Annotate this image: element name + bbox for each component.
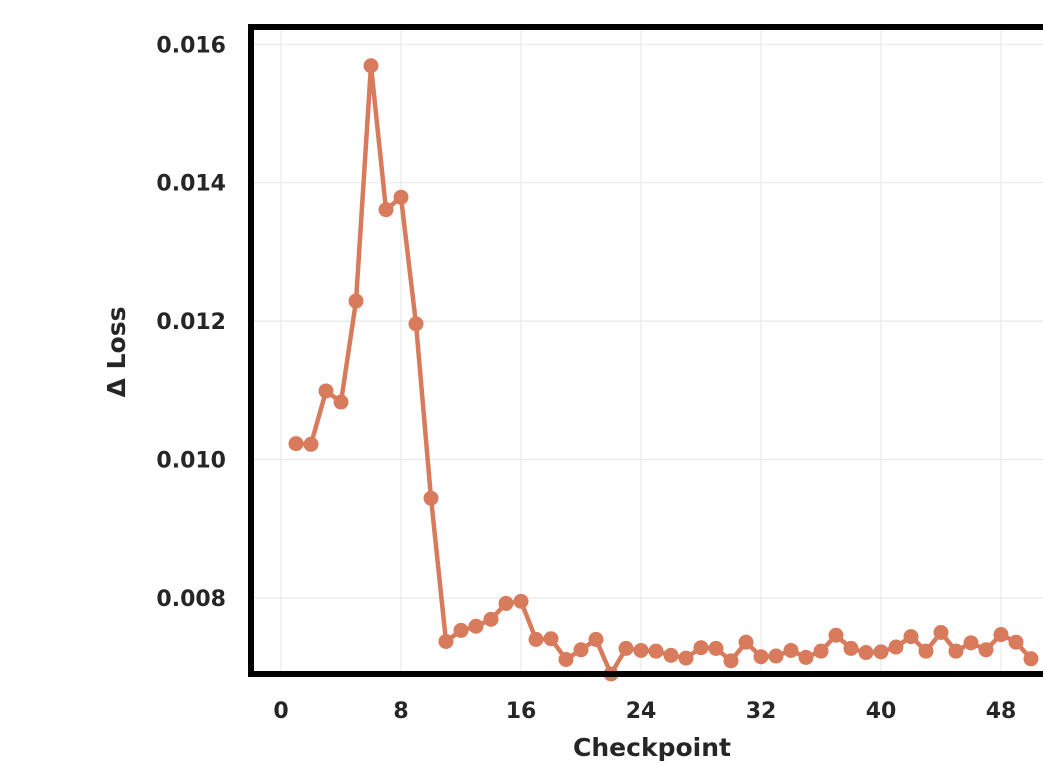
data-point — [768, 648, 784, 664]
data-point — [678, 650, 694, 666]
plot-frame — [248, 24, 1043, 677]
data-point — [393, 189, 409, 205]
data-point — [1008, 634, 1024, 650]
data-point — [363, 58, 379, 74]
data-point — [738, 634, 754, 650]
y-ticks: 0.008 0.010 0.012 0.014 0.016 — [156, 33, 226, 612]
y-tick-label: 0.012 — [156, 310, 226, 335]
y-tick-label: 0.008 — [156, 587, 226, 612]
series-layer — [288, 58, 1039, 682]
data-point — [333, 394, 349, 410]
data-point — [708, 640, 724, 656]
x-tick-label: 8 — [393, 699, 408, 724]
data-point — [903, 629, 919, 645]
x-tick-label: 32 — [746, 699, 777, 724]
data-point — [303, 436, 319, 452]
data-point — [963, 635, 979, 651]
data-point — [588, 631, 604, 647]
data-point — [408, 316, 424, 332]
data-point — [993, 627, 1009, 643]
x-tick-label: 0 — [273, 699, 288, 724]
data-point — [783, 642, 799, 658]
data-point — [693, 640, 709, 656]
data-point — [723, 653, 739, 669]
data-point — [948, 643, 964, 659]
data-point — [483, 611, 499, 627]
data-point — [543, 631, 559, 647]
series-line — [293, 63, 1034, 677]
x-ticks: 0 8 16 24 32 40 48 — [273, 699, 1016, 724]
data-point — [573, 642, 589, 658]
y-tick-label: 0.010 — [156, 448, 226, 473]
data-point — [513, 593, 529, 609]
data-point — [438, 633, 454, 649]
data-point — [828, 627, 844, 643]
data-point — [663, 647, 679, 663]
data-point — [753, 649, 769, 665]
x-tick-label: 24 — [626, 699, 657, 724]
data-point — [918, 643, 934, 659]
data-point — [378, 202, 394, 218]
data-point — [618, 640, 634, 656]
data-point — [453, 622, 469, 638]
data-point — [348, 293, 364, 309]
data-point — [978, 642, 994, 658]
x-tick-label: 16 — [506, 699, 537, 724]
data-point — [933, 624, 949, 640]
y-tick-label: 0.014 — [156, 172, 226, 197]
y-axis-label: Δ Loss — [102, 307, 131, 398]
data-point — [558, 651, 574, 667]
data-point — [843, 640, 859, 656]
data-point — [873, 644, 889, 660]
data-point — [858, 645, 874, 661]
x-tick-label: 48 — [986, 699, 1017, 724]
data-point — [888, 639, 904, 655]
data-point — [498, 595, 514, 611]
data-point — [528, 631, 544, 647]
data-point — [648, 643, 664, 659]
y-tick-label: 0.016 — [156, 33, 226, 58]
data-point — [1023, 651, 1039, 667]
data-point — [798, 649, 814, 665]
data-point — [318, 383, 334, 399]
data-point — [813, 643, 829, 659]
x-axis-label: Checkpoint — [573, 733, 731, 762]
x-tick-label: 40 — [866, 699, 897, 724]
data-point — [288, 436, 304, 452]
data-point — [633, 642, 649, 658]
grid — [251, 27, 1043, 674]
data-point — [468, 618, 484, 634]
data-point — [423, 490, 439, 506]
